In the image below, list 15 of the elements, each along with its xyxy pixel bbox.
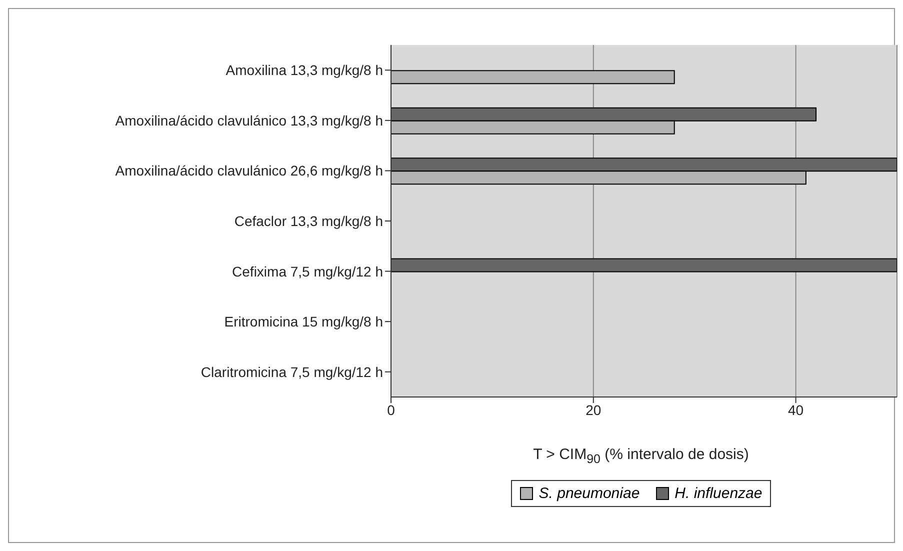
x-tick-label: 40 [788, 402, 804, 418]
bar [391, 258, 897, 272]
legend-label: S. pneumoniae [538, 485, 640, 502]
legend-label: H. influenzae [674, 485, 762, 502]
bar [391, 70, 675, 84]
x-tick-label: 0 [387, 402, 396, 418]
y-tick-label: Amoxilina/ácido clavulánico 26,6 mg/kg/8 h [115, 162, 383, 179]
y-tick-label: Claritromicina 7,5 mg/kg/12 h [200, 364, 383, 380]
y-tick-label: Cefaclor 13,3 mg/kg/8 h [234, 212, 383, 229]
x-axis-title: T > CIM$_{90}$ (% intervalo de dosis) [532, 446, 750, 466]
y-tick-label: Amoxilina 13,3 mg/kg/8 h [226, 62, 383, 78]
y-tick-label: Cefixima 7,5 mg/kg/12 h [232, 263, 383, 280]
x-tick-label: 20 [586, 402, 602, 418]
y-tick-label: Eritromicina 15 mg/kg/8 h [224, 314, 383, 330]
y-tick-label: Amoxilina/ácido clavulánico 13,3 mg/kg/8 h [115, 112, 383, 128]
